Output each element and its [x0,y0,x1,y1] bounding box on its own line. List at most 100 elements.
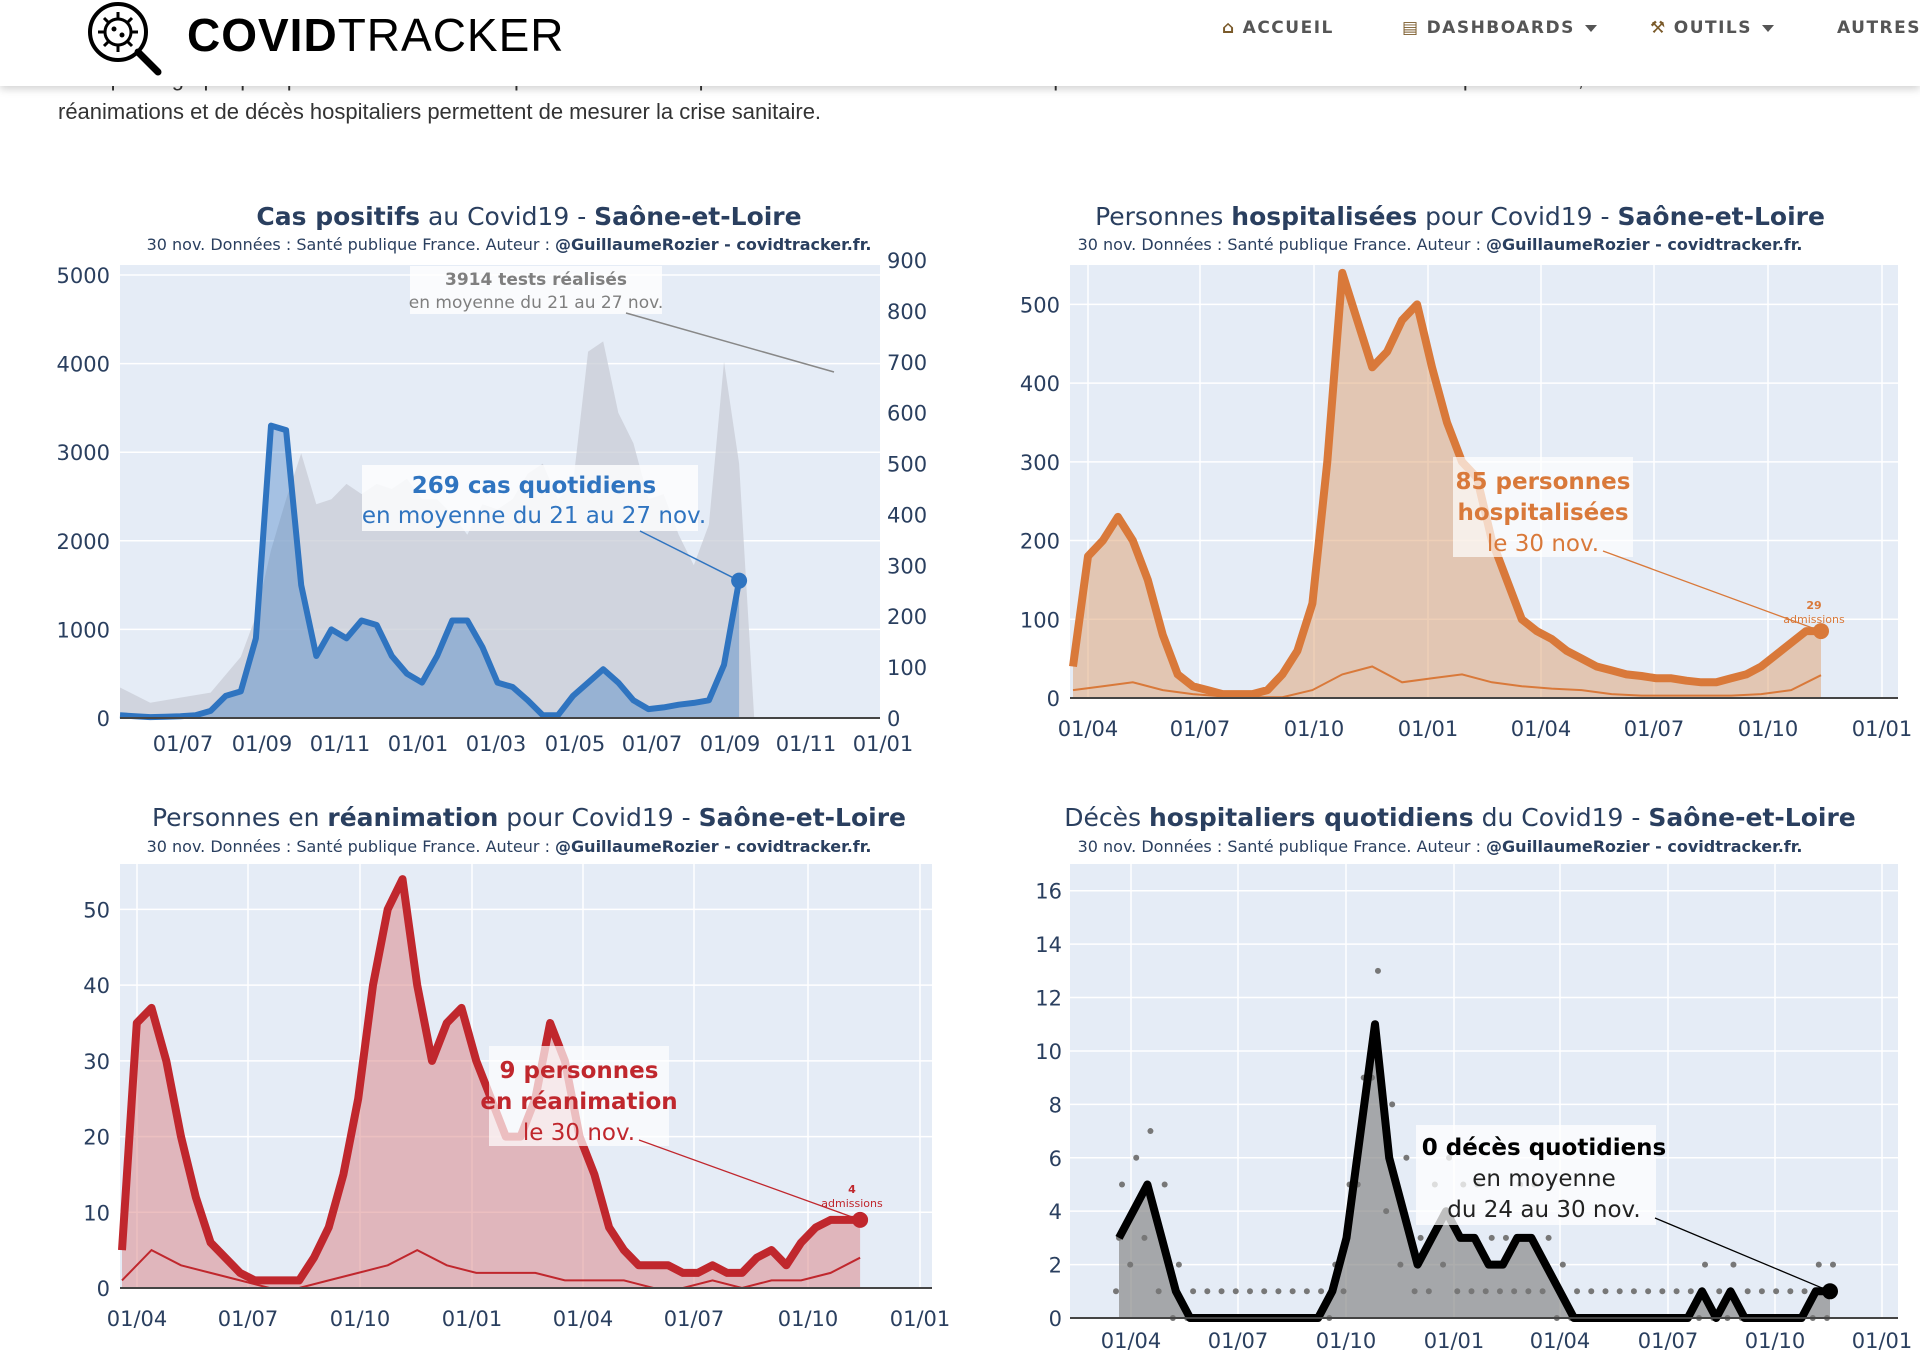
daily-death-dot [1318,1288,1325,1295]
daily-death-dot [1440,1261,1447,1268]
y-tick-label: 16 [1035,880,1062,904]
annotation-arrow [638,1139,861,1221]
nav-accueil-label: ACCUEIL [1242,18,1334,38]
y-tick-label: 200 [1020,530,1060,554]
y-tick-label: 8 [1049,1093,1062,1117]
daily-death-dot [1374,967,1381,974]
daily-death-dot [1588,1288,1595,1295]
x-tick-label: 01/10 [1745,1329,1806,1353]
x-tick-label: 01/01 [1424,1329,1485,1353]
brand-logo-text[interactable]: COVIDTRACKER [187,8,565,62]
daily-death-dot [1801,1288,1808,1295]
subtitle-prefix: 30 nov. Données : Santé publique France.… [147,235,555,254]
subtitle-prefix: 30 nov. Données : Santé publique France.… [1078,837,1486,856]
deaths-annotation-arrow [1654,1217,1831,1292]
y-tick-label: 100 [1020,608,1060,632]
chart-title-part: Cas positifs [256,202,420,231]
x-tick-label: 01/07 [153,732,214,756]
chart-title: Personnes en réanimation pour Covid19 - … [152,803,906,832]
daily-death-dot [1482,1288,1489,1295]
nav-autres[interactable]: AUTRES [1837,18,1920,38]
y-left-tick-label: 5000 [57,264,110,288]
subtitle-author[interactable]: @GuillaumeRozier - covidtracker.fr. [555,235,871,254]
chart-title: Décès hospitaliers quotidiens du Covid19… [1064,803,1856,832]
x-tick-label: 01/01 [442,1307,503,1331]
daily-death-dot [1773,1288,1780,1295]
daily-death-dot [1175,1261,1182,1268]
chart-title-part: pour Covid19 - [1417,202,1617,231]
x-tick-label: 01/01 [1852,1329,1913,1353]
subtitle-author[interactable]: @GuillaumeRozier - covidtracker.fr. [1486,235,1802,254]
plot-background [1070,864,1898,1318]
virus-magnifier-logo-icon[interactable] [84,0,164,76]
x-tick-label: 01/07 [1624,717,1685,741]
cases-annotation-text: en moyenne du 21 au 27 nov. [362,503,706,529]
daily-death-dot [1602,1288,1609,1295]
chart-title-part: du Covid19 - [1474,803,1649,832]
y-left-tick-label: 4000 [57,353,110,377]
x-tick-label: 01/10 [330,1307,391,1331]
daily-death-dot [1232,1288,1239,1295]
nav-accueil[interactable]: ⌂ ACCUEIL [1222,18,1334,38]
y-right-tick-label: 900 [887,249,927,273]
y-tick-label: 14 [1035,933,1062,957]
chart-subtitle: 30 nov. Données : Santé publique France.… [147,837,872,856]
y-left-tick-label: 2000 [57,530,110,554]
annotation-bg [1416,1125,1656,1225]
x-tick-label: 01/07 [218,1307,279,1331]
y-tick-label: 40 [83,974,110,998]
x-tick-label: 01/09 [700,732,761,756]
chart-title-part: Saône-et-Loire [1648,803,1855,832]
annotation-arrow [1602,550,1822,632]
cases-area [120,425,740,718]
subtitle-author[interactable]: @GuillaumeRozier - covidtracker.fr. [555,837,871,856]
x-tick-label: 01/04 [107,1307,168,1331]
y-right-tick-label: 700 [887,351,927,375]
nav-dashboards[interactable]: ▤ DASHBOARDS [1402,18,1597,38]
daily-death-dot [1502,1234,1509,1241]
daily-death-dot [1454,1288,1461,1295]
daily-death-dot [1425,1288,1432,1295]
chart-title-part: Personnes [1095,202,1231,231]
top-navbar: COVIDTRACKER ⌂ ACCUEIL ▤ DASHBOARDS ⚒ OUTIL… [0,0,1920,86]
x-tick-label: 01/01 [1852,717,1913,741]
y-right-tick-label: 0 [887,707,900,731]
x-tick-label: 01/10 [1738,717,1799,741]
deaths-annotation-text: en moyenne [1472,1166,1616,1192]
chart-panel-2: Personnes en réanimation pour Covid19 - … [83,803,950,1331]
subtitle-author[interactable]: @GuillaumeRozier - covidtracker.fr. [1486,837,1802,856]
daily-death-dot [1815,1261,1822,1268]
x-tick-label: 01/04 [1511,717,1572,741]
chart-icon: ▤ [1402,18,1420,38]
brand-light: TRACKER [337,9,565,61]
x-tick-label: 01/04 [1530,1329,1591,1353]
x-tick-label: 01/01 [1398,717,1459,741]
daily-death-dot [1830,1261,1836,1268]
x-tick-label: 01/11 [310,732,371,756]
x-tick-label: 01/11 [776,732,837,756]
daily-death-dot [1630,1288,1637,1295]
cases-annotation-bold: 269 cas quotidiens [412,473,656,499]
x-tick-label: 01/10 [1316,1329,1377,1353]
y-tick-label: 12 [1035,987,1062,1011]
annotation-bg [362,465,698,531]
annotation-text: le 30 nov. [523,1120,635,1146]
admissions-line [1072,665,1822,699]
chart-title-part: Saône-et-Loire [699,803,906,832]
chart-panel-1: Personnes hospitalisées pour Covid19 - S… [1020,202,1912,741]
daily-death-dot [1702,1261,1709,1268]
admissions-line [121,1248,861,1290]
chevron-down-icon [1584,24,1597,32]
chart-title-part: Saône-et-Loire [594,202,801,231]
deaths-annotation-bold: 0 décès quotidiens [1422,1135,1667,1161]
y-tick-label: 400 [1020,372,1060,396]
daily-death-dot [1616,1288,1623,1295]
daily-death-dot [1758,1288,1765,1295]
nav-outils[interactable]: ⚒ OUTILS [1650,18,1775,38]
daily-death-dot [1673,1288,1680,1295]
x-tick-label: 01/07 [1170,717,1231,741]
y-tick-label: 2 [1049,1254,1062,1278]
y-tick-label: 30 [83,1050,110,1074]
chart-cases: Cas positifs au Covid19 - Saône-et-Loire… [57,202,928,756]
